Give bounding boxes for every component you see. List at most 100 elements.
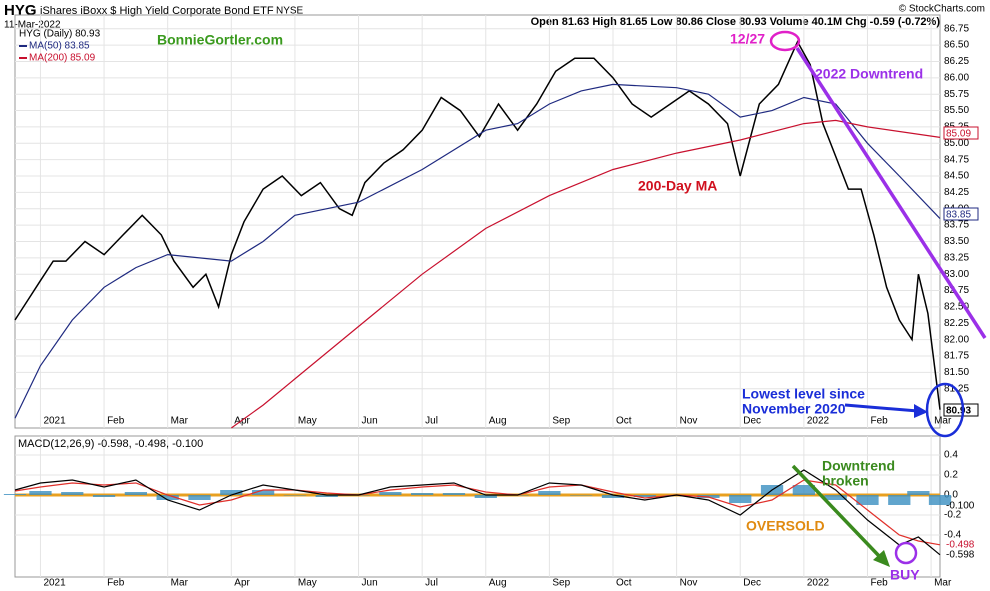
x-tick-label: Nov: [680, 578, 698, 589]
x-tick-label: Sep: [552, 578, 570, 589]
histogram-bar: [474, 495, 497, 498]
y-tick-label: 86.50: [944, 40, 969, 51]
histogram-bar: [156, 495, 179, 500]
value-tag: [943, 403, 979, 417]
y-tick-label: 0.4: [944, 450, 958, 461]
histogram-bar: [601, 495, 625, 498]
y-tick-label: 83.75: [944, 220, 969, 231]
x-tick-label: Feb: [870, 578, 888, 589]
exchange: NYSE: [276, 6, 304, 17]
value-tag-label: -0.100: [946, 501, 975, 512]
x-tick-label: Mar: [934, 578, 952, 589]
y-tick-label: 86.25: [944, 56, 969, 67]
annotation: 200-Day MA: [638, 178, 717, 194]
x-tick-label: Mar: [171, 416, 189, 427]
histogram-bar: [411, 493, 434, 495]
y-tick-label: 82.25: [944, 318, 969, 329]
annotation: broken: [822, 473, 869, 489]
histogram-bar: [188, 495, 211, 500]
x-tick-label: Oct: [616, 578, 632, 589]
x-tick-label: Jun: [362, 416, 378, 427]
x-tick-label: 2022: [807, 578, 830, 589]
histogram-bar: [315, 495, 338, 497]
annotation: Downtrend: [822, 458, 895, 474]
x-tick-label: Oct: [616, 416, 632, 427]
y-tick-label: 84.50: [944, 171, 969, 182]
highlight-circle: [925, 382, 965, 438]
histogram-bar: [729, 495, 752, 503]
panel-title: MACD(12,26,9) -0.598, -0.498, -0.100: [18, 438, 203, 450]
arrow-head: [873, 550, 890, 567]
value-tag-label: 85.09: [946, 129, 971, 140]
y-tick-label: 86.75: [944, 23, 969, 34]
x-tick-label: Apr: [234, 416, 250, 427]
arrow: [791, 464, 882, 559]
y-tick-label: 83.25: [944, 252, 969, 263]
annotation: 12/27: [730, 31, 765, 47]
value-tag-label: 80.93: [946, 406, 971, 417]
x-tick-label: 2021: [43, 578, 66, 589]
histogram-bar: [856, 495, 879, 505]
x-tick-label: Mar: [171, 578, 189, 589]
histogram-bar: [888, 495, 911, 505]
y-tick-label: 0.0: [944, 490, 958, 501]
y-tick-label: 85.50: [944, 105, 969, 116]
y-tick-label: -0.2: [944, 510, 962, 521]
histogram-bar: [792, 485, 815, 495]
x-tick-label: Jul: [425, 578, 438, 589]
legend-label: HYG (Daily) 80.93: [19, 29, 101, 40]
arrow-head: [914, 404, 928, 418]
x-tick-label: Feb: [107, 416, 125, 427]
histogram-bar: [928, 495, 952, 505]
histogram-bar: [29, 491, 52, 495]
credit: © StockCharts.com: [899, 4, 985, 15]
series-line: [230, 119, 941, 429]
x-tick-label: Mar: [934, 416, 952, 427]
highlight-circle: [769, 30, 801, 52]
y-tick-label: 0.2: [944, 470, 958, 481]
x-tick-label: Feb: [870, 416, 888, 427]
series-line: [14, 83, 941, 419]
date: 11-Mar-2022: [4, 20, 61, 31]
histogram-bar: [379, 492, 402, 495]
series-line: [14, 479, 941, 546]
histogram-bar: [3, 494, 27, 495]
x-tick-label: Aug: [489, 578, 507, 589]
histogram-bar: [251, 490, 275, 495]
y-tick-label: 86.00: [944, 72, 969, 83]
histogram-bar: [442, 493, 466, 495]
plot-area: [14, 14, 941, 429]
series-line: [14, 469, 941, 556]
y-tick-label: 81.75: [944, 351, 969, 362]
x-tick-label: Jun: [362, 578, 378, 589]
x-tick-label: 2021: [43, 416, 66, 427]
value-tag: [943, 126, 979, 140]
y-tick-label: 83.00: [944, 269, 969, 280]
legend-label: MA(200) 85.09: [29, 53, 96, 64]
x-tick-label: Nov: [680, 416, 698, 427]
histogram-bar: [907, 491, 930, 495]
histogram-bar: [283, 495, 307, 496]
plot-area: [14, 435, 941, 578]
y-tick-label: 82.00: [944, 334, 969, 345]
symbol: HYG: [4, 2, 37, 19]
annotation: BonnieGortler.com: [157, 32, 283, 48]
value-tag-label: -0.498: [946, 540, 975, 551]
x-tick-label: 2022: [807, 416, 830, 427]
x-tick-label: Dec: [743, 416, 761, 427]
fund-name: iShares iBoxx $ High Yield Corporate Bon…: [40, 5, 274, 17]
highlight-circle: [894, 541, 918, 565]
annotation: 2022 Downtrend: [815, 66, 923, 82]
y-tick-label: 84.75: [944, 154, 969, 165]
y-tick-label: 85.00: [944, 138, 969, 149]
y-tick-label: 82.50: [944, 302, 969, 313]
y-tick-label: 84.25: [944, 187, 969, 198]
arrow: [844, 403, 919, 413]
quote: Open 81.63 High 81.65 Low 80.86 Close 80…: [531, 16, 941, 28]
histogram-bar: [220, 490, 243, 495]
value-tag-label: 83.85: [946, 210, 971, 221]
annotation: OVERSOLD: [746, 518, 825, 534]
series-line: [14, 40, 941, 410]
